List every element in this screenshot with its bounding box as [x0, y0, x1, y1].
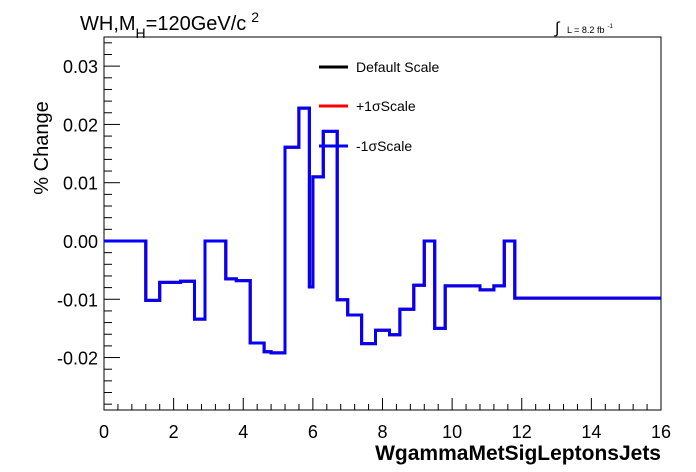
plot-frame: [103, 36, 662, 411]
series-line-2--1-scale: [104, 106, 661, 355]
x-axis-label: WgammaMetSigLeptonsJets: [375, 442, 661, 465]
x-tick-label: 14: [581, 422, 601, 442]
legend-label-plus-sigma: +1σScale: [356, 98, 416, 114]
legend-label-minus-sigma: -1σScale: [356, 138, 412, 154]
y-axis-label: % Change: [31, 101, 53, 194]
x-tick-label: 10: [442, 422, 462, 442]
lumi-integral: ∫: [554, 20, 561, 37]
y-tick-label: -0.01: [57, 290, 98, 310]
x-tick-label: 6: [308, 422, 318, 442]
y-tick-label: 0.01: [63, 174, 98, 194]
legend-label-default-scale: Default Scale: [356, 59, 439, 75]
chart-title-suffix: =120GeV/c: [146, 13, 247, 35]
y-tick-label: 0.03: [63, 57, 98, 77]
x-tick-label: 4: [238, 422, 248, 442]
chart-title: WH,MH=120GeV/c 2: [80, 9, 259, 41]
lumi-superscript: -1: [607, 24, 613, 30]
x-axis: 0 2 4 6 8 10 12 14 16: [99, 398, 671, 442]
lumi-label: L = 8.2 fb -1: [567, 24, 613, 35]
chart-title-superscript: 2: [251, 9, 259, 25]
legend: Default Scale +1σScale -1σScale: [319, 59, 439, 154]
x-tick-label: 16: [651, 422, 671, 442]
y-axis: -0.02 -0.01 0.00 0.01 0.02 0.03: [57, 42, 120, 405]
x-tick-label: 2: [169, 422, 179, 442]
y-tick-label: -0.02: [57, 349, 98, 369]
y-tick-label: 0.00: [63, 232, 98, 252]
chart-title-subscript: H: [136, 25, 146, 41]
series-layer: [104, 106, 661, 355]
y-tick-label: 0.02: [63, 115, 98, 135]
x-tick-label: 0: [99, 422, 109, 442]
x-tick-label: 12: [512, 422, 532, 442]
x-tick-label: 8: [377, 422, 387, 442]
